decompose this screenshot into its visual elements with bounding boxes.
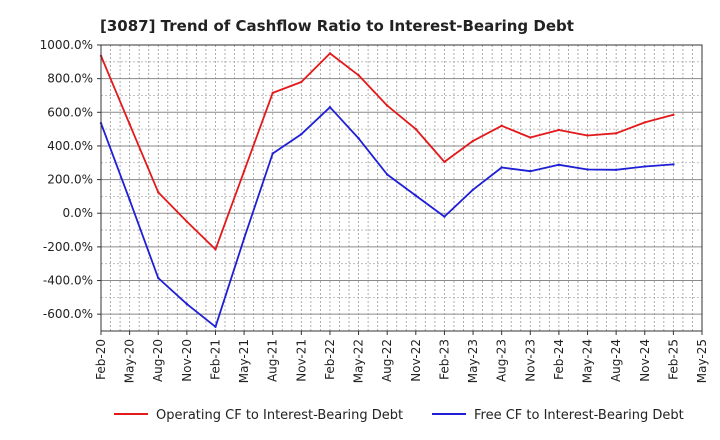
data-point xyxy=(443,215,446,218)
data-point xyxy=(614,168,618,172)
data-point xyxy=(214,248,217,251)
horizontal-grid xyxy=(101,61,702,315)
data-point xyxy=(385,173,389,176)
x-axis: Feb-20 May-20 Aug-20 Nov-20 Feb-21 May-21 Aug-… xyxy=(94,331,709,383)
data-point xyxy=(557,128,561,132)
x-tick-label: Feb-24 xyxy=(552,339,566,380)
x-tick-label: May-20 xyxy=(123,339,137,383)
y-tick-label: 400.0% xyxy=(47,139,93,153)
data-point xyxy=(500,166,503,169)
data-point xyxy=(157,276,160,280)
data-point xyxy=(242,237,246,240)
data-point xyxy=(128,122,131,126)
x-tick-label: Feb-20 xyxy=(94,339,108,380)
x-tick-label: Nov-21 xyxy=(294,339,308,382)
x-tick-label: Nov-22 xyxy=(409,339,423,382)
x-tick-label: May-25 xyxy=(695,339,709,383)
data-point xyxy=(586,168,589,171)
y-tick-label: 200.0% xyxy=(47,173,93,187)
legend-label-1: Operating CF to Interest-Bearing Debt xyxy=(156,408,403,423)
data-point xyxy=(128,198,131,201)
data-point xyxy=(643,165,646,168)
y-tick-label: 0.0% xyxy=(63,206,94,220)
data-point xyxy=(557,163,561,166)
data-point xyxy=(614,132,618,135)
data-point xyxy=(300,132,303,136)
x-tick-label: May-21 xyxy=(237,339,251,383)
data-point xyxy=(471,139,475,143)
y-tick-label: -600.0% xyxy=(43,307,93,321)
x-tick-label: Feb-21 xyxy=(208,339,222,380)
data-point xyxy=(242,169,246,173)
data-point xyxy=(586,134,589,137)
chart-title: [3087] Trend of Cashflow Ratio to Intere… xyxy=(100,17,574,35)
data-point xyxy=(643,121,646,124)
data-point xyxy=(328,106,332,109)
y-tick-label: 800.0% xyxy=(47,72,93,86)
data-point xyxy=(157,191,160,194)
x-tick-label: May-23 xyxy=(466,339,480,383)
y-axis: 1000.0% 800.0% 600.0% 400.0% 200.0% 0.0% -200.… xyxy=(40,38,101,321)
data-point xyxy=(500,124,503,127)
legend: Operating CF to Interest-Bearing Debt Fre… xyxy=(114,408,684,423)
x-tick-label: Aug-22 xyxy=(380,339,394,382)
y-tick-label: 600.0% xyxy=(47,105,93,119)
plot-area xyxy=(101,45,702,331)
x-tick-label: May-22 xyxy=(352,339,366,383)
data-point xyxy=(185,220,189,223)
data-point xyxy=(271,91,274,95)
data-point xyxy=(529,136,532,139)
x-tick-label: Feb-23 xyxy=(437,339,451,380)
x-tick-label: Nov-24 xyxy=(638,339,652,382)
y-tick-label: -200.0% xyxy=(43,240,93,254)
x-tick-label: Aug-24 xyxy=(609,339,623,382)
legend-label-2: Free CF to Interest-Bearing Debt xyxy=(474,408,684,423)
data-point xyxy=(357,74,360,77)
plot-frame xyxy=(100,44,703,332)
data-point xyxy=(214,325,217,328)
x-tick-label: Aug-23 xyxy=(495,339,509,382)
x-tick-label: Nov-20 xyxy=(180,339,194,382)
x-tick-label: Feb-25 xyxy=(666,339,680,380)
data-point xyxy=(414,194,418,197)
data-point xyxy=(328,52,332,55)
data-point xyxy=(357,137,360,140)
y-tick-label: 1000.0% xyxy=(40,38,93,52)
data-point xyxy=(385,104,389,107)
data-point xyxy=(443,160,446,164)
data-point xyxy=(414,127,418,131)
data-point xyxy=(271,152,274,155)
series-layer xyxy=(99,52,675,328)
x-tick-label: Feb-22 xyxy=(323,339,337,380)
y-tick-label: -400.0% xyxy=(43,274,93,288)
x-tick-label: May-24 xyxy=(581,339,595,383)
data-point xyxy=(672,163,675,166)
data-point xyxy=(529,169,532,173)
data-point xyxy=(471,188,475,191)
data-point xyxy=(300,80,303,84)
x-tick-label: Nov-23 xyxy=(523,339,537,382)
x-tick-label: Aug-20 xyxy=(151,339,165,382)
data-point xyxy=(185,302,189,306)
x-tick-label: Aug-21 xyxy=(266,339,280,382)
data-point xyxy=(672,113,675,117)
